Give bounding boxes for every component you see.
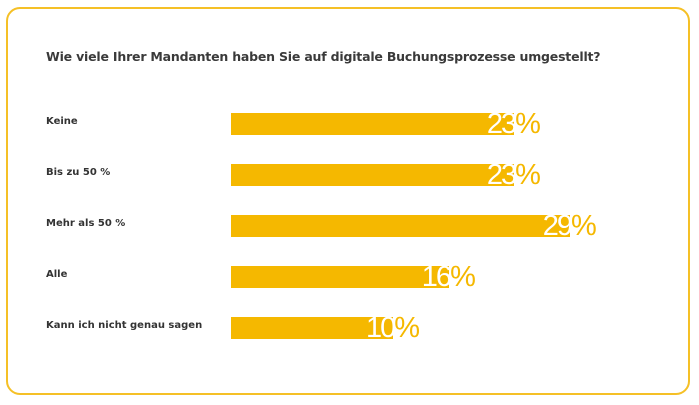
value-number: 10 <box>366 312 396 344</box>
percent-sign: % <box>394 312 420 344</box>
bar-row: Keine 23% <box>0 108 699 140</box>
chart-title: Wie viele Ihrer Mandanten haben Sie auf … <box>46 49 601 64</box>
percent-sign: % <box>515 159 541 191</box>
bar <box>231 266 449 288</box>
bar-row: Alle 16% <box>0 261 699 293</box>
percent-sign: % <box>450 261 476 293</box>
category-label: Mehr als 50 % <box>46 218 126 229</box>
bar-row: Kann ich nicht genau sagen 10% <box>0 312 699 344</box>
value-label: 23% <box>486 107 541 141</box>
percent-sign: % <box>515 108 541 140</box>
value-number: 23 <box>486 159 517 191</box>
bar-row: Mehr als 50 % 29% <box>0 210 699 242</box>
category-label: Kann ich nicht genau sagen <box>46 320 203 331</box>
percent-sign: % <box>570 210 597 242</box>
bar <box>231 215 570 237</box>
value-number: 23 <box>486 108 517 140</box>
value-label: 29% <box>542 209 597 243</box>
value-label: 23% <box>486 158 541 192</box>
bar <box>231 164 514 186</box>
bar-row: Bis zu 50 % 23% <box>0 159 699 191</box>
category-label: Bis zu 50 % <box>46 167 111 178</box>
bar <box>231 317 393 339</box>
chart-card <box>6 7 690 395</box>
value-number: 16 <box>421 261 452 293</box>
value-number: 29 <box>542 210 573 242</box>
value-label: 16% <box>421 260 476 294</box>
category-label: Alle <box>46 269 68 280</box>
category-label: Keine <box>46 116 78 127</box>
bar <box>231 113 514 135</box>
value-label: 10% <box>366 311 420 345</box>
